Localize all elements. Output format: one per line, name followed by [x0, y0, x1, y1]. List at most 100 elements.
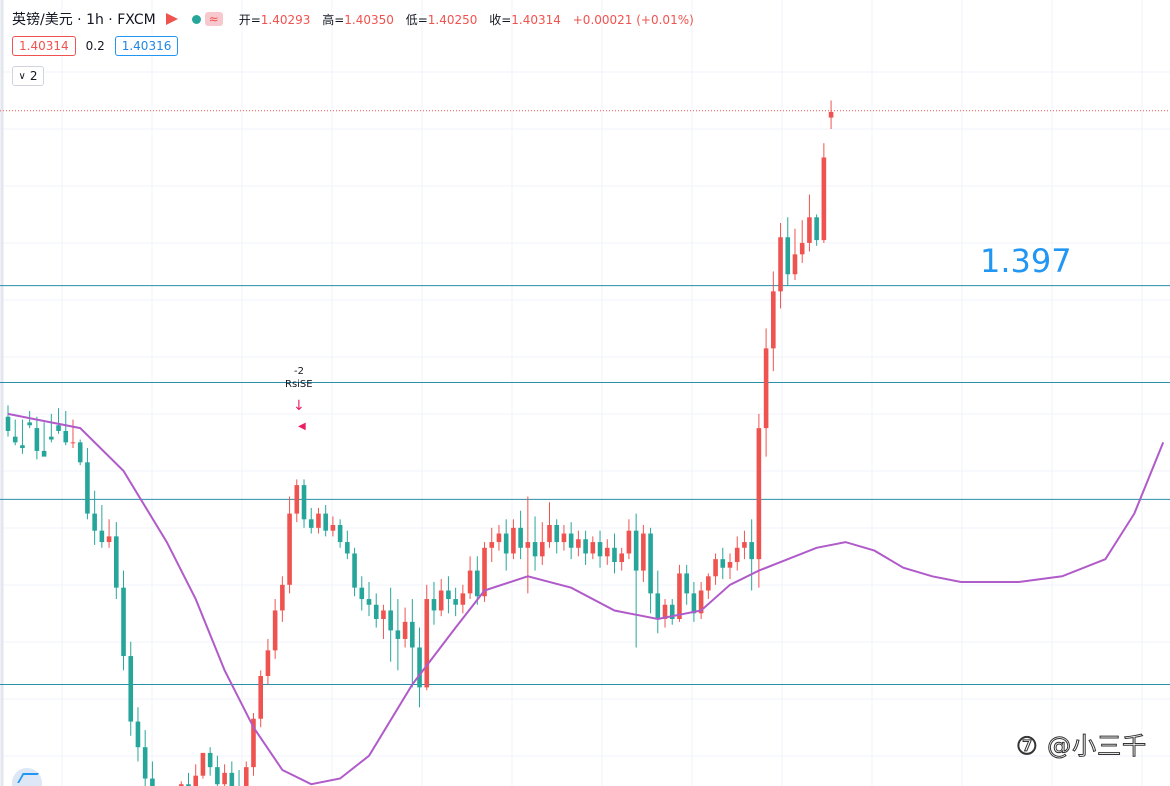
signal-count: -2 [294, 366, 304, 377]
level-label: 1.397 [980, 242, 1072, 280]
candle-body [49, 436, 54, 440]
candle-body [92, 513, 97, 531]
candle-body [532, 542, 538, 557]
candle-body [554, 524, 560, 543]
candle-body [583, 539, 588, 554]
tradingview-logo-icon[interactable] [12, 768, 42, 786]
high-label: 高= [322, 12, 345, 27]
candle-body [460, 593, 466, 605]
flag-icon[interactable] [165, 13, 178, 25]
candle-body [742, 542, 747, 548]
candle-body [193, 775, 199, 786]
arrow-down-icon: ↓ [293, 398, 305, 414]
candle-body [503, 533, 509, 554]
approx-icon[interactable]: ≈ [204, 12, 223, 26]
candle-body [345, 542, 350, 554]
candle-body [142, 747, 148, 779]
candle-body [756, 428, 762, 560]
candle-body [619, 553, 624, 563]
candle-body [99, 530, 105, 543]
candle-body [243, 767, 249, 786]
candle-body [215, 767, 220, 785]
candle-body [518, 527, 523, 548]
candle-body [373, 604, 379, 620]
candle-body [366, 599, 372, 605]
candle-body [330, 524, 336, 531]
candle-body [294, 485, 300, 514]
candle-body [5, 416, 11, 431]
candle-body [771, 291, 776, 349]
candle-body [114, 536, 119, 588]
candle-body [749, 542, 754, 560]
candle-body [828, 111, 834, 118]
candle-body [222, 772, 227, 785]
open-label: 开= [238, 12, 261, 27]
candle-body [799, 242, 805, 255]
candle-body [323, 513, 328, 531]
candles [5, 100, 834, 786]
candle-body [792, 254, 798, 275]
candle-body [778, 237, 783, 292]
candle-body [186, 784, 191, 786]
candle-body [229, 772, 235, 786]
candle-body [402, 621, 408, 639]
candle-body [85, 462, 90, 514]
bid-button[interactable]: 1.40314 [12, 36, 76, 56]
candle-body [641, 533, 646, 571]
candle-body [56, 425, 61, 431]
candle-body [511, 527, 516, 554]
low-value: 1.40250 [427, 12, 478, 27]
candle-body [424, 599, 430, 688]
candle-body [301, 485, 307, 520]
candle-body [482, 547, 487, 597]
candle-body [251, 718, 256, 768]
legend-count: 2 [29, 69, 38, 83]
candle-body [446, 590, 451, 600]
candle-body [706, 576, 711, 591]
candle-body [655, 593, 661, 620]
candle-body [691, 593, 697, 614]
candle-body [648, 533, 653, 594]
open-value: 1.40293 [260, 12, 311, 27]
candle-body [20, 445, 25, 449]
chevron-down-icon: ∨ [18, 70, 26, 82]
candle-body [576, 539, 581, 548]
candle-body [128, 656, 134, 722]
moving-average-line [7, 412, 1165, 786]
candle-body [272, 610, 278, 651]
candle-body [807, 217, 812, 243]
candle-body [475, 570, 480, 597]
candle-body [121, 587, 126, 657]
candle-body [539, 542, 545, 557]
legend-toggle-button[interactable]: ∨ 2 [12, 66, 44, 86]
candle-body [359, 587, 365, 600]
candle-body [467, 570, 473, 594]
candle-body [395, 630, 401, 639]
candle-body [568, 533, 574, 548]
candle-body [207, 752, 213, 768]
candle-body [63, 430, 69, 443]
candle-body [734, 547, 740, 563]
symbol-title[interactable]: 英镑/美元 · 1h · FXCM [12, 12, 156, 28]
candle-body [316, 513, 321, 528]
arrow-left-icon: ◀ [298, 421, 306, 432]
candle-body [727, 562, 733, 568]
spread-value: 0.2 [85, 39, 105, 53]
candle-body [561, 533, 567, 543]
candle-body [590, 542, 596, 554]
change-value: +0.00021 (+0.01%) [572, 12, 694, 27]
candle-body [785, 237, 791, 275]
candle-body [489, 542, 495, 548]
candle-body [388, 610, 393, 631]
candle-body [821, 157, 827, 241]
ohlc-values: 开=1.40293 高=1.40350 低=1.40250 收=1.40314 … [239, 11, 702, 28]
candle-body [258, 675, 263, 719]
ask-button[interactable]: 1.40316 [114, 36, 179, 56]
candle-body [150, 778, 155, 786]
quote-bar: 1.40314 0.2 1.40316 [12, 36, 179, 56]
candle-body [106, 536, 112, 543]
candle-body [814, 217, 819, 241]
candle-body [70, 442, 76, 444]
candle-body [308, 519, 314, 528]
